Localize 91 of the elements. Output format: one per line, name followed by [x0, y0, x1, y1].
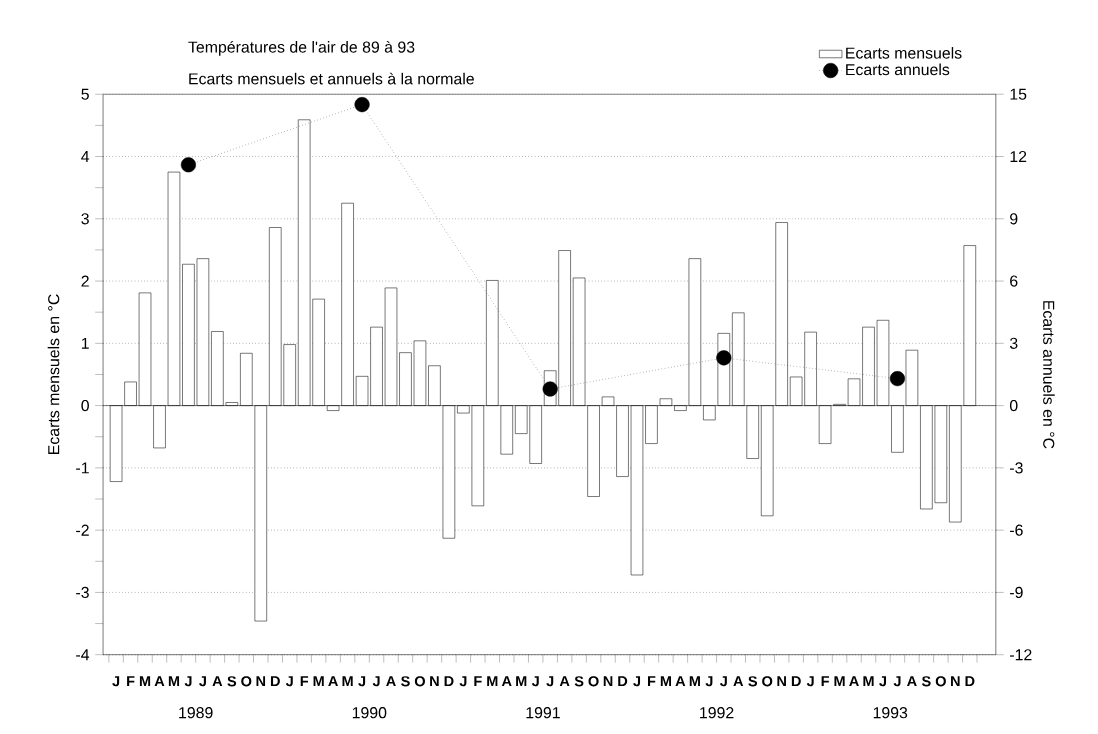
y2-tick-label: -12	[1010, 649, 1032, 661]
y-tick-label: -2	[76, 524, 89, 536]
x-tick-label: O	[241, 676, 252, 687]
x-tick-label: J	[893, 676, 901, 687]
x-tick-label: N	[430, 676, 439, 687]
x-tick-label: M	[342, 676, 353, 687]
y-tick-label: -4	[76, 649, 90, 661]
x-tick-label: A	[386, 676, 396, 687]
y2-tick-label: 3	[1009, 337, 1018, 349]
x-tick-label: D	[444, 676, 454, 687]
y-tick-label: -3	[76, 586, 89, 599]
x-tick-label: O	[762, 676, 773, 687]
y2-tick-label: 15	[1010, 88, 1027, 100]
x-tick-label: M	[834, 676, 845, 687]
legend-label: Ecarts annuels	[846, 63, 950, 76]
x-tick-label: J	[184, 676, 192, 687]
x-tick-label: M	[487, 676, 498, 687]
x-tick-label: J	[199, 676, 206, 687]
x-tick-label: M	[863, 676, 874, 687]
y-tick-label: 2	[81, 275, 89, 287]
x-tick-label: N	[951, 676, 960, 687]
x-tick-label: M	[660, 676, 672, 687]
x-tick-label: S	[748, 676, 758, 687]
text: 1992	[700, 707, 734, 719]
x-tick-label: M	[139, 676, 151, 687]
x-tick-label: A	[501, 676, 512, 687]
x-tick-label: M	[168, 676, 180, 687]
x-tick-label: S	[227, 676, 237, 687]
y-tick-label: 0	[81, 399, 89, 412]
y2-tick-label: 6	[1010, 275, 1018, 287]
x-tick-label: J	[546, 676, 554, 687]
x-tick-label: F	[821, 676, 830, 687]
y-tick-label: -1	[76, 462, 89, 474]
x-tick-label: O	[935, 676, 946, 687]
y-tick-label: 3	[81, 213, 89, 225]
x-tick-label: N	[256, 676, 266, 687]
x-tick-label: A	[154, 676, 165, 687]
x-tick-label: F	[474, 676, 482, 687]
x-tick-label: J	[806, 676, 814, 687]
x-tick-label: A	[849, 676, 859, 687]
x-tick-label: J	[112, 676, 120, 687]
y2-tick-label: 9	[1010, 213, 1018, 225]
text: 1990	[352, 707, 387, 719]
x-tick-label: J	[879, 676, 887, 687]
y-tick-label: 5	[81, 88, 89, 100]
x-tick-label: M	[516, 676, 527, 687]
x-tick-label: A	[559, 676, 570, 687]
x-tick-label: N	[603, 676, 613, 687]
y2-tick-label: -9	[1010, 586, 1023, 599]
y2-tick-label: -6	[1010, 524, 1023, 536]
x-tick-label: M	[689, 676, 700, 687]
x-tick-label: D	[965, 676, 975, 687]
x-tick-label: A	[212, 676, 223, 687]
x-tick-label: O	[414, 676, 425, 687]
x-tick-label: A	[733, 676, 744, 687]
y2-axis-title: Ecarts annuels en °C	[1043, 301, 1055, 449]
x-tick-label: S	[574, 676, 584, 687]
y-tick-label: 1	[81, 337, 89, 349]
x-tick-label: J	[285, 676, 293, 687]
y2-tick-label: 0	[1009, 399, 1018, 412]
x-tick-label: J	[358, 676, 366, 687]
x-tick-label: F	[647, 676, 656, 687]
x-tick-label: F	[127, 676, 135, 687]
chart-title: Températures de l'air de 89 à 93	[188, 40, 415, 56]
y-axis-title: Ecarts mensuels en °C	[47, 294, 60, 454]
x-tick-label: J	[531, 676, 539, 687]
y2-tick-label: 12	[1010, 150, 1027, 163]
x-tick-label: A	[907, 676, 917, 687]
x-tick-label: D	[618, 676, 628, 687]
x-tick-label: J	[633, 676, 641, 687]
x-tick-label: D	[791, 676, 801, 687]
x-tick-label: O	[588, 676, 599, 687]
x-tick-label: S	[921, 676, 931, 687]
y2-tick-label: -3	[1010, 462, 1023, 474]
chart-subtitle: Ecarts mensuels et annuels à la normale	[189, 72, 474, 85]
x-tick-label: M	[313, 676, 324, 687]
x-tick-label: D	[270, 676, 280, 687]
x-tick-label: J	[719, 676, 727, 687]
x-tick-label: J	[459, 676, 467, 687]
text: 1991	[526, 707, 560, 719]
legend-label: Ecarts mensuels	[846, 47, 962, 59]
x-tick-label: F	[300, 676, 309, 687]
y-tick-label: 4	[81, 151, 90, 162]
text: 1989	[179, 707, 213, 719]
x-tick-label: N	[777, 676, 786, 687]
x-tick-label: A	[328, 676, 338, 687]
text: 1993	[873, 707, 908, 719]
x-tick-label: J	[372, 676, 380, 687]
x-tick-label: S	[401, 676, 410, 687]
x-tick-label: A	[675, 676, 686, 687]
x-tick-label: J	[705, 676, 713, 687]
